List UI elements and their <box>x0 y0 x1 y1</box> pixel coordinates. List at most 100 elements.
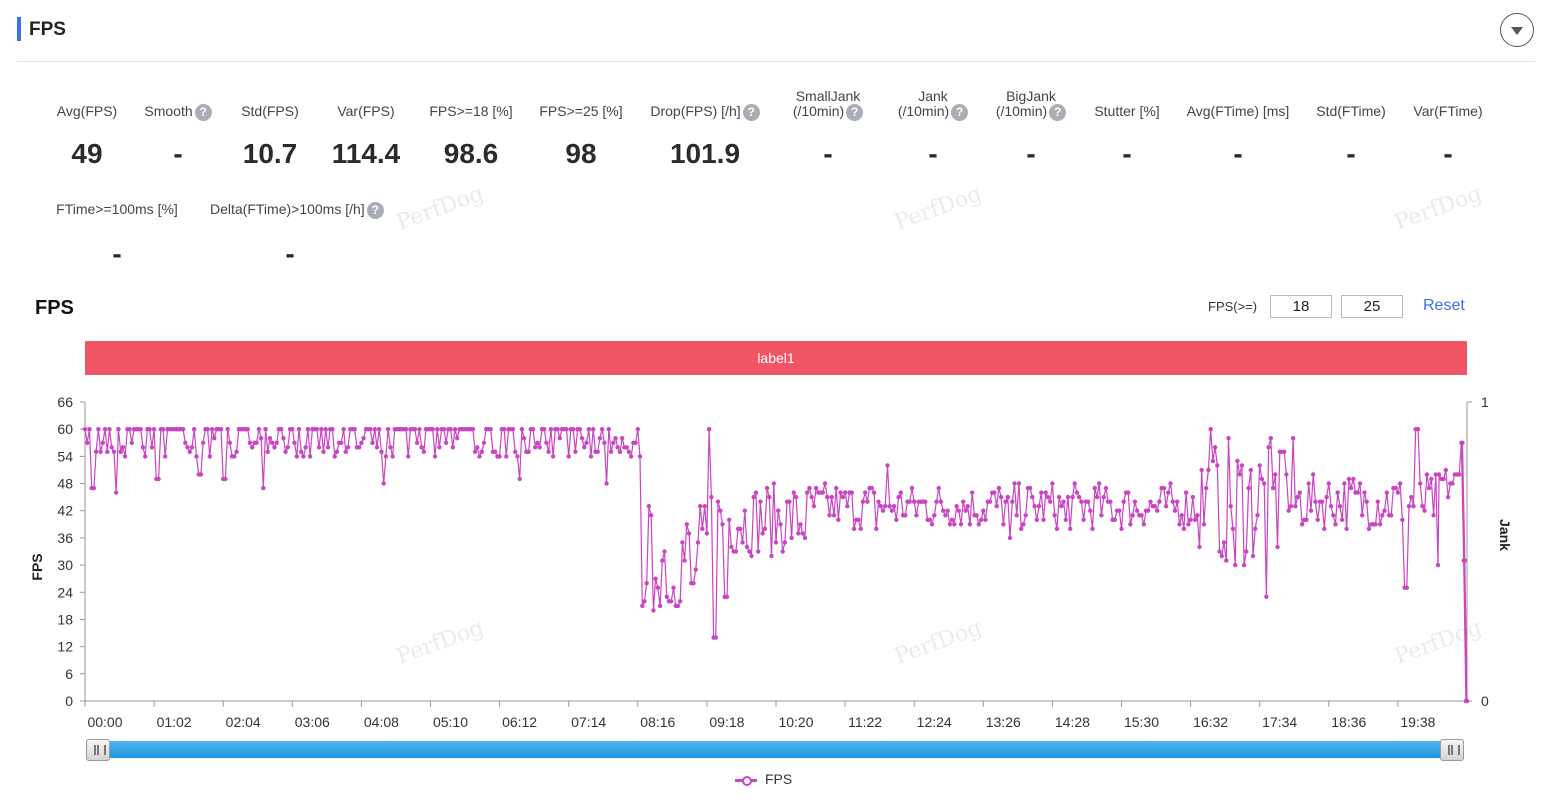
fps-point <box>198 472 204 477</box>
fps-point <box>992 490 997 495</box>
help-icon[interactable]: ? <box>742 104 760 121</box>
fps-point <box>965 504 970 509</box>
help-icon[interactable]: ? <box>846 104 864 121</box>
fps-point <box>274 440 279 445</box>
time-range-slider[interactable] <box>97 741 1453 758</box>
fps-point <box>1429 476 1434 482</box>
fps-point <box>1262 481 1267 486</box>
label-band[interactable]: label1 <box>85 341 1467 375</box>
metric-label: Var(FTime) <box>1413 103 1483 119</box>
chart-legend[interactable]: FPS <box>735 771 792 787</box>
fps-point <box>481 440 487 445</box>
fps-point <box>740 540 745 545</box>
y-axis-title: FPS <box>29 553 45 580</box>
fps-point <box>189 445 195 450</box>
fps-series-line <box>84 428 1468 702</box>
fps-point <box>838 490 843 495</box>
x-tick-label: 19:38 <box>1400 714 1435 730</box>
slider-handle-left[interactable] <box>86 739 110 761</box>
fps-point <box>749 553 754 559</box>
fps-point <box>851 526 857 531</box>
fps-point <box>1068 526 1073 531</box>
fps-point <box>1253 526 1258 531</box>
fps-point <box>192 427 197 432</box>
fps-point <box>653 576 658 581</box>
fps-point <box>96 427 101 432</box>
fps-point <box>432 454 438 459</box>
fps-point <box>626 449 632 454</box>
slider-handle-right[interactable] <box>1440 739 1464 761</box>
fps-point <box>1237 472 1242 477</box>
fps-point <box>283 449 288 454</box>
fps-point <box>564 427 569 432</box>
fps-threshold-low-input[interactable] <box>1270 295 1332 318</box>
fps-point <box>1219 553 1225 559</box>
fps-point <box>729 544 734 550</box>
fps-threshold-high-input[interactable] <box>1341 295 1403 318</box>
fps-point <box>1357 481 1363 486</box>
fps-point <box>1460 440 1465 445</box>
fps-point <box>1266 445 1271 450</box>
help-icon[interactable]: ? <box>951 104 969 121</box>
help-icon[interactable]: ? <box>366 202 384 219</box>
x-tick-label: 10:20 <box>778 714 813 730</box>
fps-point <box>644 581 649 586</box>
fps-point <box>1215 463 1220 468</box>
fps-point <box>430 427 435 432</box>
fps-point <box>227 440 233 445</box>
metric-label: Delta(FTime)>100ms [/h]? <box>210 202 384 219</box>
fps-point <box>1016 481 1022 486</box>
x-tick-label: 11:22 <box>848 714 882 730</box>
metric-label: FPS>=25 [%] <box>539 103 623 119</box>
reset-link[interactable]: Reset <box>1423 297 1465 314</box>
fps-point <box>361 436 366 441</box>
fps-point <box>1126 490 1131 495</box>
fps-point <box>1393 485 1398 491</box>
fps-point <box>1003 499 1008 504</box>
x-tick-label: 06:12 <box>502 714 537 730</box>
fps-point <box>1250 553 1256 559</box>
metric-value: 49 <box>71 138 103 169</box>
fps-point <box>183 440 188 445</box>
fps-point <box>185 445 190 450</box>
fps-point <box>825 494 830 500</box>
metric-label: Stutter [%] <box>1094 103 1160 119</box>
fps-point <box>599 427 605 432</box>
fps-point <box>1360 513 1365 518</box>
metric-label: FPS>=18 [%] <box>429 103 513 119</box>
fps-point <box>292 440 297 445</box>
fps-point <box>836 517 841 522</box>
fps-point <box>869 485 874 491</box>
fps-point <box>597 436 603 441</box>
fps-point <box>1241 562 1247 568</box>
metric-label: Drop(FPS) [/h]? <box>625 104 785 121</box>
fps-point <box>1375 499 1381 504</box>
fps-point <box>1063 517 1069 522</box>
metric-label: Std(FPS) <box>241 103 299 119</box>
fps-point <box>160 427 166 432</box>
fps-point <box>800 531 805 536</box>
fps-point <box>127 427 132 432</box>
fps-point <box>435 427 440 432</box>
x-tick-label: 18:36 <box>1331 714 1366 730</box>
fps-point <box>1373 522 1378 527</box>
fps-point <box>756 549 761 554</box>
fps-point <box>557 436 562 441</box>
fps-point <box>1224 558 1229 563</box>
fps-point <box>773 540 779 545</box>
section-accent-bar <box>17 17 21 41</box>
fps-point <box>421 449 426 454</box>
section-header: FPS <box>17 13 1535 62</box>
help-icon[interactable]: ? <box>194 104 212 121</box>
fps-point <box>709 494 714 500</box>
fps-point <box>247 440 253 445</box>
metric-value: - <box>1346 138 1356 169</box>
fps-point <box>1019 526 1024 531</box>
fps-point <box>1384 490 1390 495</box>
collapse-chevron-icon[interactable] <box>1500 13 1534 47</box>
fps-point <box>891 504 897 509</box>
fps-point <box>1023 513 1028 518</box>
x-tick-label: 04:08 <box>364 714 399 730</box>
help-icon[interactable]: ? <box>1049 104 1067 121</box>
